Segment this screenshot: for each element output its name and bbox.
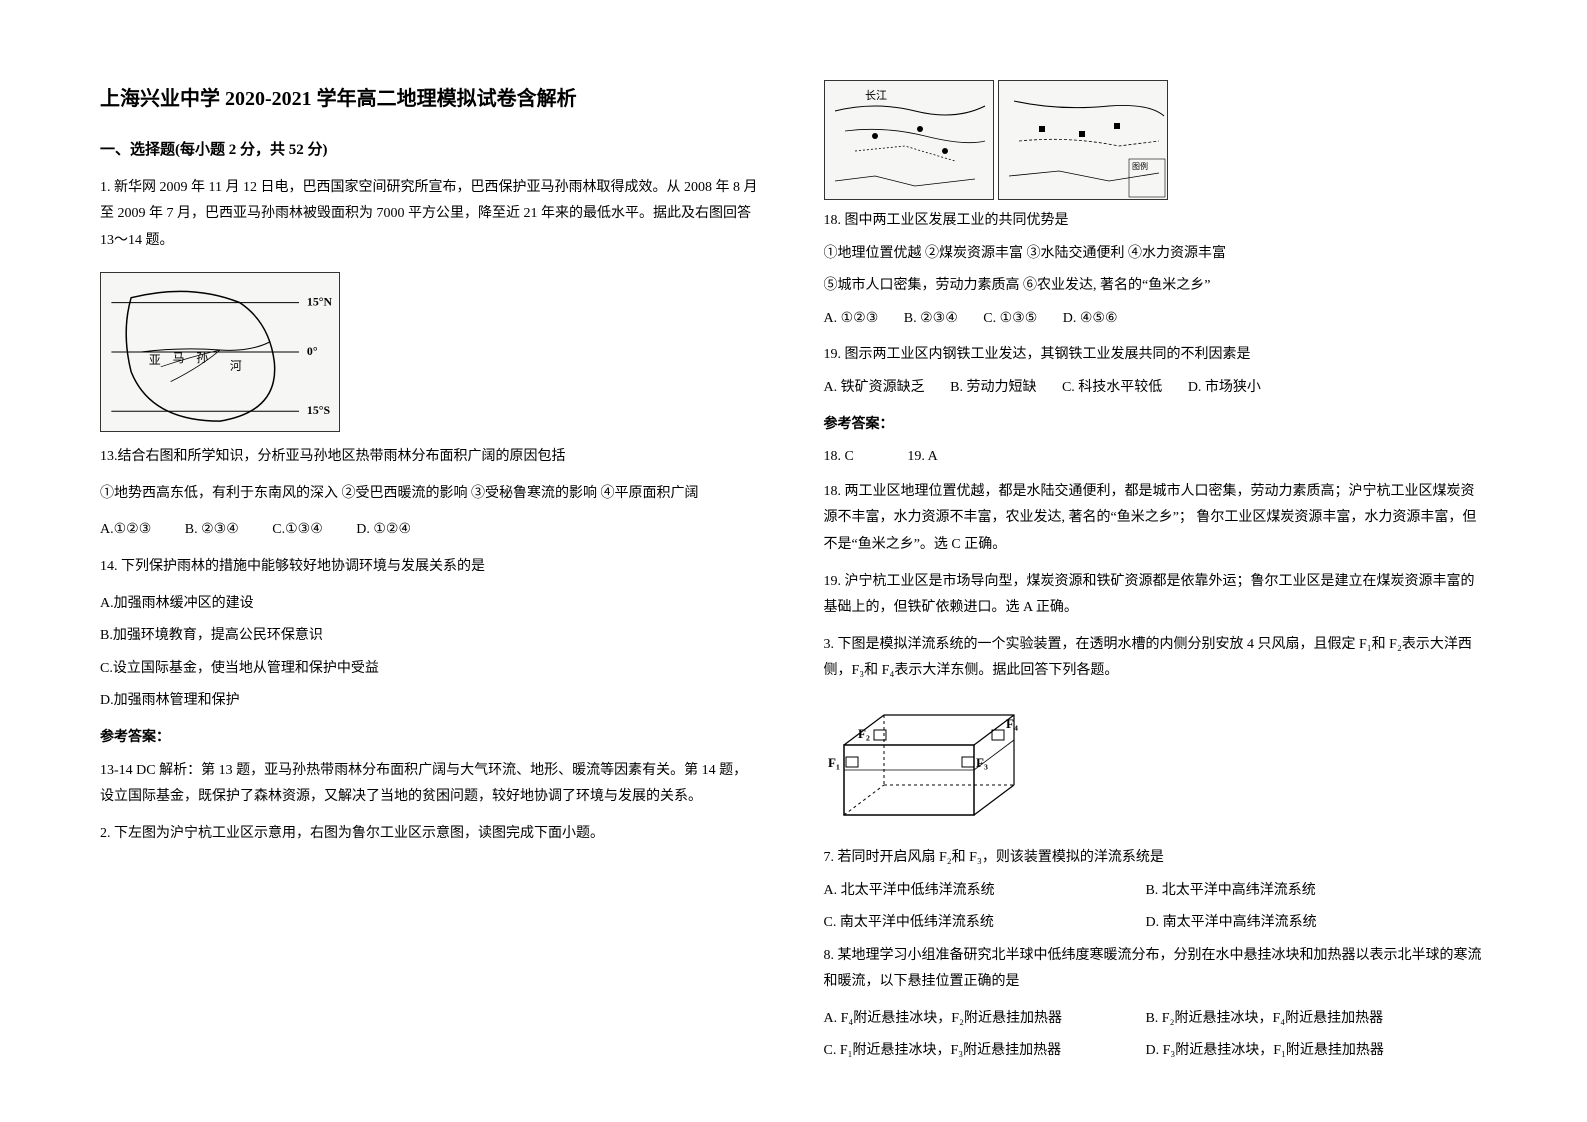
q3-opts8-row1: A. F₄附近悬挂冰块，F₂附近悬挂加热器 B. F₂附近悬挂冰块，F₄附近悬挂… (824, 1006, 1488, 1033)
q1-opts13: A.①②③ B. ②③④ C.①③④ D. ①②④ (100, 517, 764, 544)
q2-sub19: 19. 图示两工业区内钢铁工业发达，其钢铁工业发展共同的不利因素是 (824, 342, 1488, 369)
opt-7b: B. 北太平洋中高纬洋流系统 (1145, 878, 1315, 905)
river-label-b: 马 (173, 351, 185, 365)
opt-19c: C. 科技水平较低 (1062, 375, 1162, 402)
q2-list18a: ①地理位置优越 ②煤炭资源丰富 ③水陆交通便利 ④水力资源丰富 (824, 241, 1488, 268)
river-label-c: 孙 (196, 351, 208, 365)
opt-7c: C. 南太平洋中低纬洋流系统 (824, 910, 1142, 937)
opt-19b: B. 劳动力短缺 (950, 375, 1036, 402)
q1-opts13-list: ①地势西高东低，有利于东南风的深入 ②受巴西暖流的影响 ③受秘鲁寒流的影响 ④平… (100, 481, 764, 508)
opt-14c: C.设立国际基金，使当地从管理和保护中受益 (100, 656, 764, 683)
river-label-d: 河 (230, 359, 242, 373)
opt-14b: B.加强环境教育，提高公民环保意识 (100, 623, 764, 650)
svg-text:F₄: F₄ (1006, 716, 1018, 731)
q1-stem: 1. 新华网 2009 年 11 月 12 日电，巴西国家空间研究所宣布，巴西保… (100, 175, 764, 255)
industrial-maps-figure: 长江 图例 (824, 80, 1488, 200)
section-heading: 一、选择题(每小题 2 分，共 52 分) (100, 136, 764, 165)
q1-answer-body: 13-14 DC 解析：第 13 题，亚马孙热带雨林分布面积广阔与大气环流、地形… (100, 758, 764, 811)
opt-18a: A. ①②③ (824, 306, 879, 333)
river-label-a: 亚 (149, 353, 161, 367)
q2-sub18: 18. 图中两工业区发展工业的共同优势是 (824, 208, 1488, 235)
q1-answer-head: 参考答案： (100, 725, 764, 752)
q3-stem: 3. 下图是模拟洋流系统的一个实验装置，在透明水槽的内侧分别安放 4 只风扇，且… (824, 632, 1488, 685)
q3-sub8: 8. 某地理学习小组准备研究北半球中低纬度寒暖流分布，分别在水中悬挂冰块和加热器… (824, 943, 1488, 996)
q1-sub14: 14. 下列保护雨林的措施中能够较好地协调环境与发展关系的是 (100, 554, 764, 581)
opt-8b: B. F₂附近悬挂冰块，F₄附近悬挂加热器 (1145, 1006, 1383, 1033)
q3-opts7-row1: A. 北太平洋中低纬洋流系统 B. 北太平洋中高纬洋流系统 (824, 878, 1488, 905)
q1-sub13: 13.结合右图和所学知识，分析亚马孙地区热带雨林分布面积广阔的原因包括 (100, 444, 764, 471)
q2-exp18: 18. 两工业区地理位置优越，都是水陆交通便利，都是城市人口密集，劳动力素质高；… (824, 479, 1488, 559)
amazon-map-figure: 15°N 0° 15°S 亚 马 孙 河 (100, 272, 340, 432)
q2-answer-line: 18. C 19. A (824, 444, 1488, 471)
opt-19d: D. 市场狭小 (1188, 375, 1261, 402)
opt-8a: A. F₄附近悬挂冰块，F₂附近悬挂加热器 (824, 1006, 1142, 1033)
opt-13b: B. ②③④ (185, 517, 239, 544)
svg-text:F₁: F₁ (828, 755, 840, 770)
opt-14d: D.加强雨林管理和保护 (100, 688, 764, 715)
ans-19: 19. A (907, 444, 937, 471)
page-title: 上海兴业中学 2020-2021 学年高二地理模拟试卷含解析 (100, 80, 764, 118)
opt-18d: D. ④⑤⑥ (1063, 306, 1118, 333)
opt-13d: D. ①②④ (356, 517, 411, 544)
ocean-current-cube-figure: F₁ F₂ F₃ F₄ (824, 695, 1034, 835)
q3-opts7-row2: C. 南太平洋中低纬洋流系统 D. 南太平洋中高纬洋流系统 (824, 910, 1488, 937)
q2-list18b: ⑤城市人口密集，劳动力素质高 ⑥农业发达, 著名的“鱼米之乡” (824, 273, 1488, 300)
q2-exp19: 19. 沪宁杭工业区是市场导向型，煤炭资源和铁矿资源都是依靠外运；鲁尔工业区是建… (824, 569, 1488, 622)
svg-text:F₃: F₃ (976, 755, 988, 770)
left-column: 上海兴业中学 2020-2021 学年高二地理模拟试卷含解析 一、选择题(每小题… (100, 80, 764, 1082)
opt-13a: A.①②③ (100, 517, 151, 544)
lat-0-label: 0° (307, 344, 318, 358)
q2-opts19: A. 铁矿资源缺乏 B. 劳动力短缺 C. 科技水平较低 D. 市场狭小 (824, 375, 1488, 402)
q2-answer-head: 参考答案： (824, 412, 1488, 439)
opt-13c: C.①③④ (272, 517, 323, 544)
q2-opts18: A. ①②③ B. ②③④ C. ①③⑤ D. ④⑤⑥ (824, 306, 1488, 333)
ruhr-map: 图例 (998, 80, 1168, 200)
right-column: 长江 图例 18. 图中两工业区发展工业的共同优势是 ①地理 (824, 80, 1488, 1082)
huninghang-map: 长江 (824, 80, 994, 200)
svg-text:图例: 图例 (1132, 161, 1148, 171)
opt-7d: D. 南太平洋中高纬洋流系统 (1145, 910, 1316, 937)
svg-text:F₂: F₂ (858, 726, 870, 741)
opt-19a: A. 铁矿资源缺乏 (824, 375, 925, 402)
opt-8c: C. F₁附近悬挂冰块，F₃附近悬挂加热器 (824, 1038, 1142, 1065)
q2-stem: 2. 下左图为沪宁杭工业区示意用，右图为鲁尔工业区示意图，读图完成下面小题。 (100, 821, 764, 848)
opt-8d: D. F₃附近悬挂冰块，F₁附近悬挂加热器 (1145, 1038, 1383, 1065)
lat-15s-label: 15°S (307, 403, 331, 417)
ans-18: 18. C (824, 444, 854, 471)
opt-18b: B. ②③④ (904, 306, 958, 333)
lat-15n-label: 15°N (307, 295, 333, 309)
svg-text:长江: 长江 (865, 89, 887, 102)
opt-7a: A. 北太平洋中低纬洋流系统 (824, 878, 1142, 905)
opt-14a: A.加强雨林缓冲区的建设 (100, 591, 764, 618)
opt-18c: C. ①③⑤ (983, 306, 1037, 333)
q3-sub7: 7. 若同时开启风扇 F₂和 F₃，则该装置模拟的洋流系统是 (824, 845, 1488, 872)
q3-opts8-row2: C. F₁附近悬挂冰块，F₃附近悬挂加热器 D. F₃附近悬挂冰块，F₁附近悬挂… (824, 1038, 1488, 1065)
